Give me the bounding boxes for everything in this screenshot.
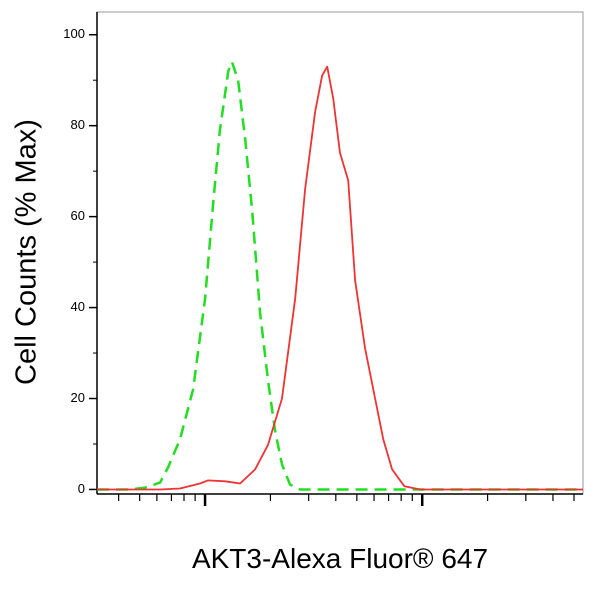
histogram-line — [97, 65, 583, 491]
y-tick-label: 40 — [71, 299, 85, 314]
y-tick-label: 80 — [71, 117, 85, 132]
y-tick-label: 20 — [71, 390, 85, 405]
y-tick-label: 100 — [63, 26, 85, 41]
y-tick-label: 0 — [78, 481, 85, 496]
x-axis-label: AKT3-Alexa Fluor® 647 — [192, 543, 488, 574]
y-tick-label: 60 — [71, 208, 85, 223]
y-axis-label: Cell Counts (% Max) — [11, 119, 43, 385]
plot-frame — [96, 11, 584, 495]
histogram-line — [97, 60, 583, 491]
